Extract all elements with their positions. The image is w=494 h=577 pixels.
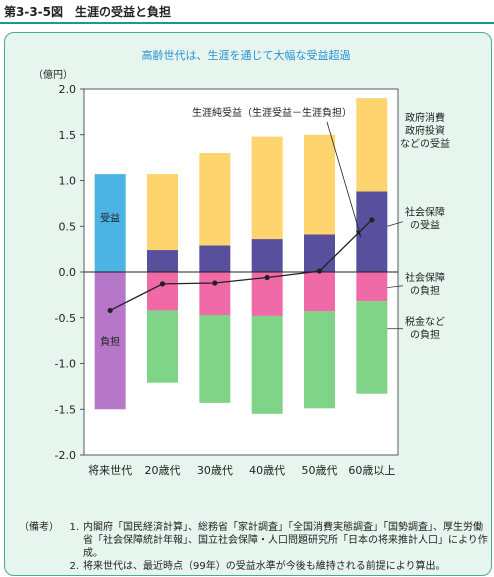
- series-label: 社会保障: [405, 205, 445, 218]
- bar-ss-benefit: [147, 250, 178, 272]
- x-tick-label: 20歳代: [145, 464, 181, 477]
- y-tick-label: 1.0: [59, 175, 77, 188]
- bar-tax-burden: [199, 315, 231, 403]
- note-number: 2.: [69, 561, 79, 572]
- bar-gov-benefit: [304, 134, 335, 235]
- x-tick-label: 将来世代: [88, 464, 132, 477]
- net-benefit-point: [107, 307, 113, 314]
- future-burden-label: 負担: [100, 336, 120, 348]
- net-benefit-point: [264, 274, 270, 281]
- annotation-arrowhead: [356, 230, 361, 238]
- bar-tax-burden: [304, 311, 335, 409]
- y-tick-label: -1.5: [55, 403, 76, 416]
- annotation-arrow: [326, 121, 362, 238]
- net-benefit-point: [159, 281, 166, 287]
- bar-ss-burden: [356, 272, 388, 302]
- net-benefit-point: [369, 217, 375, 223]
- net-benefit-line: [109, 219, 373, 312]
- x-tick-label: 40歳代: [249, 464, 285, 477]
- bar-ss-burden: [304, 272, 335, 312]
- net-benefit-point: [316, 268, 323, 274]
- series-label: 税金など: [405, 315, 445, 328]
- bar-gov-benefit: [199, 153, 231, 246]
- bar-tax-burden: [356, 301, 388, 394]
- leader-line: [387, 285, 404, 288]
- chart: 高齢世代は、生涯を通じて大幅な受益超過 （億円） 2.0 1.5 1.0 0.5 0.0 -0…: [33, 48, 450, 477]
- title-rule: [0, 22, 494, 24]
- figure-title: 第3-3-5図 生涯の受益と負担: [4, 5, 172, 19]
- series-label: の受益: [410, 218, 440, 231]
- bar-future-burden: [94, 272, 126, 410]
- y-tick-label: 2.0: [59, 83, 77, 96]
- series-label: 社会保障: [405, 271, 445, 284]
- note-number: 1.: [69, 522, 79, 533]
- x-tick-label: 50歳代: [302, 464, 338, 477]
- x-tick-label: 30歳代: [197, 464, 233, 477]
- y-tick-label: 0.0: [59, 266, 77, 279]
- bar-gov-benefit: [147, 174, 178, 251]
- note-text: 将来世代は、最近時点（99年）の受益水準が今後も維持される前提により算出。: [83, 561, 446, 572]
- series-label: 政府投資: [405, 124, 445, 137]
- y-axis-label: （億円）: [33, 68, 73, 81]
- y-tick-label: -2.0: [55, 449, 76, 462]
- y-tick-label: 0.5: [59, 220, 77, 233]
- bar-ss-burden: [199, 272, 231, 316]
- notes-key: （備考）: [19, 522, 59, 533]
- chart-title: 高齢世代は、生涯を通じて大幅な受益超過: [142, 48, 351, 62]
- bar-ss-burden: [147, 272, 178, 311]
- bar-gov-benefit: [251, 136, 283, 240]
- series-label: の負担: [410, 329, 440, 341]
- bar-ss-benefit: [199, 245, 231, 272]
- y-tick-label: -1.0: [55, 358, 76, 371]
- bar-gov-benefit: [356, 98, 388, 192]
- future-benefit-label: 受益: [100, 212, 120, 225]
- bar-ss-benefit: [356, 191, 388, 272]
- x-tick-label: 60歳以上: [348, 464, 395, 477]
- net-benefit-point: [212, 280, 218, 286]
- series-label: の負担: [410, 285, 440, 297]
- y-tick-label: -0.5: [55, 312, 76, 325]
- y-tick-label: 1.5: [59, 129, 77, 142]
- leader-line: [387, 221, 404, 227]
- bar-ss-benefit: [251, 239, 283, 272]
- net-benefit-annotation: 生涯純受益（生涯受益－生涯負担）: [192, 106, 352, 119]
- series-label: などの受益: [400, 137, 450, 150]
- note-row-2: 2. 将来世代は、最近時点（99年）の受益水準が今後も維持される前提により算出。: [19, 560, 489, 573]
- notes: （備考） 1. 内閣府「国民経済計算」、総務省「家計調査」「全国消費実態調査」「…: [19, 521, 489, 573]
- chart-panel: 高齢世代は、生涯を通じて大幅な受益超過 （億円） 2.0 1.5 1.0 0.5 0.0 -0…: [4, 32, 492, 576]
- series-label: 政府消費: [405, 111, 445, 124]
- bar-future-benefit: [94, 174, 126, 272]
- bar-tax-burden: [251, 315, 283, 414]
- note-text: 内閣府「国民経済計算」、総務省「家計調査」「全国消費実態調査」「国勢調査」、厚生…: [83, 522, 488, 559]
- bar-ss-benefit: [304, 234, 335, 272]
- bar-tax-burden: [147, 310, 178, 383]
- note-row-1: （備考） 1. 内閣府「国民経済計算」、総務省「家計調査」「全国消費実態調査」「…: [19, 521, 489, 560]
